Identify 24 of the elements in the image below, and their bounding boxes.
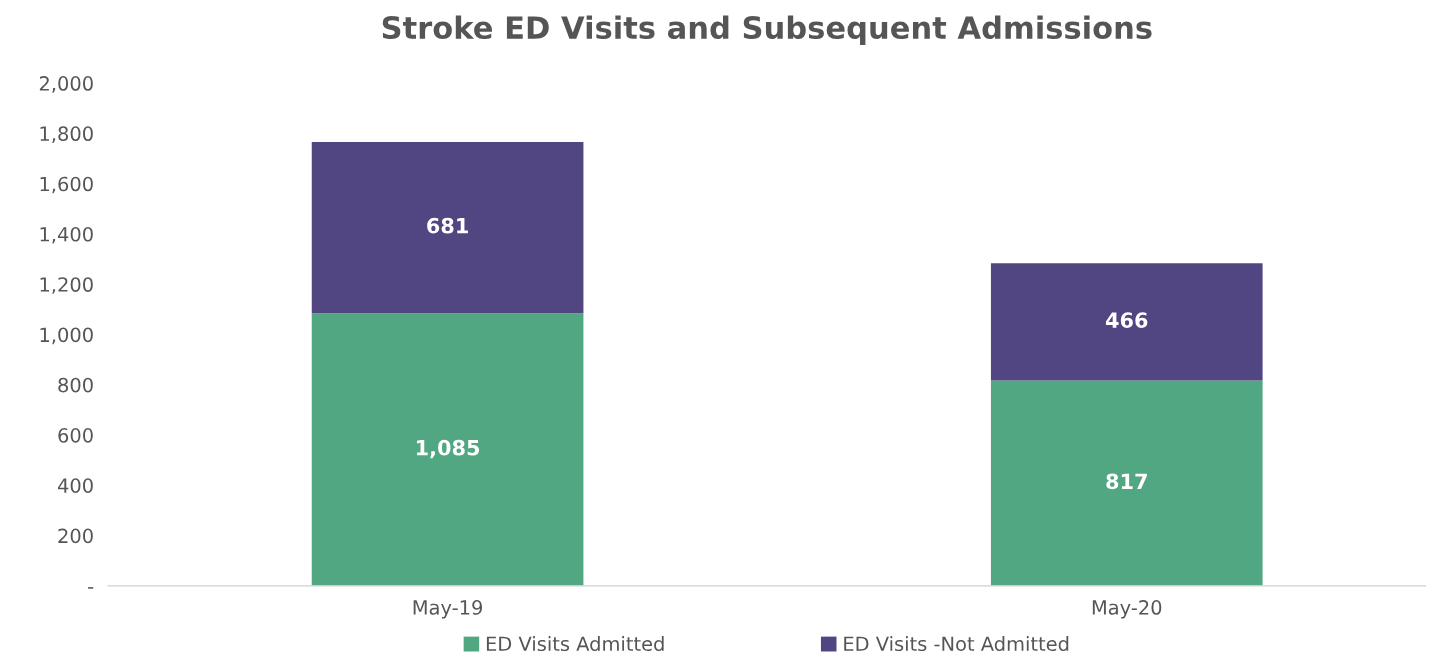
y-tick-label: 600: [58, 428, 93, 443]
y-tick-label: 1,600: [40, 176, 93, 194]
data-label: 466: [1105, 312, 1148, 328]
bar: [311, 141, 584, 314]
bar: [990, 263, 1263, 381]
y-tick-label: 1,000: [40, 327, 93, 345]
y-tick-label: 2,000: [39, 76, 93, 93]
y-tick-label: 800: [58, 377, 93, 393]
y-tick-label: 1,800: [40, 126, 93, 144]
y-tick-label: 1,400: [40, 226, 93, 244]
legend-label: ED Visits Admitted: [486, 636, 664, 652]
chart-title: Stroke ED Visits and Subsequent Admissions: [382, 15, 1152, 46]
x-tick-label: May-19: [413, 600, 483, 619]
y-tick-label: 1,200: [40, 277, 93, 294]
y-tick-label: -: [88, 587, 94, 589]
bar: [990, 380, 1263, 586]
bar: [311, 313, 584, 586]
y-tick-label: 200: [58, 528, 93, 544]
data-label: 817: [1106, 473, 1147, 490]
data-label: 681: [427, 217, 468, 234]
y-tick-label: 400: [57, 478, 93, 493]
legend-label: ED Visits -Not Admitted: [844, 636, 1069, 652]
data-label: 1,085: [416, 439, 480, 459]
x-tick-label: May-20: [1092, 600, 1162, 619]
